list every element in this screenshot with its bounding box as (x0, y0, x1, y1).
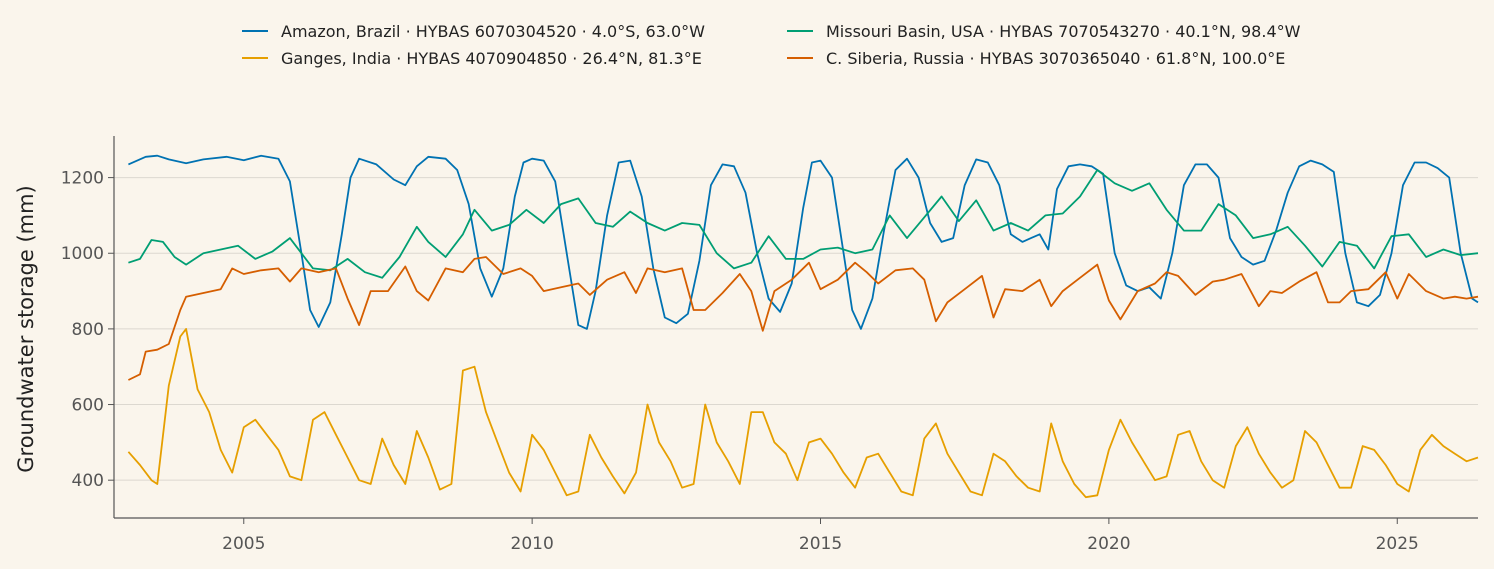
legend-label: C. Siberia, Russia · HYBAS 3070365040 · … (826, 49, 1285, 68)
legend-label: Missouri Basin, USA · HYBAS 7070543270 ·… (826, 22, 1301, 41)
y-tick-label: 1000 (61, 244, 104, 264)
legend-label: Ganges, India · HYBAS 4070904850 · 26.4°… (281, 49, 702, 68)
legend: Amazon, Brazil · HYBAS 6070304520 · 4.0°… (242, 22, 1301, 68)
y-tick-label: 800 (72, 320, 104, 340)
series-line-1 (128, 169, 1479, 279)
y-tick-label: 1200 (61, 169, 104, 189)
series-line-0 (128, 154, 1479, 330)
x-tick-label: 2020 (1087, 534, 1130, 554)
x-tick-label: 2025 (1376, 534, 1419, 554)
y-gridlines (114, 177, 1478, 481)
y-axis-title: Groundwater storage (mm) (14, 185, 38, 473)
series-line-3 (128, 256, 1479, 381)
x-tick-label: 2015 (799, 534, 842, 554)
series-lines (127, 154, 1479, 499)
axes: 400 600 800 1000 1200 2005 2010 2015 2020 2025 (61, 136, 1478, 554)
x-tick-label: 2005 (222, 534, 265, 554)
y-tick-label: 600 (72, 396, 104, 416)
x-tick-label: 2010 (511, 534, 554, 554)
legend-label: Amazon, Brazil · HYBAS 6070304520 · 4.0°… (281, 22, 705, 41)
series-line-2 (127, 328, 1479, 499)
y-tick-label: 400 (72, 471, 104, 491)
